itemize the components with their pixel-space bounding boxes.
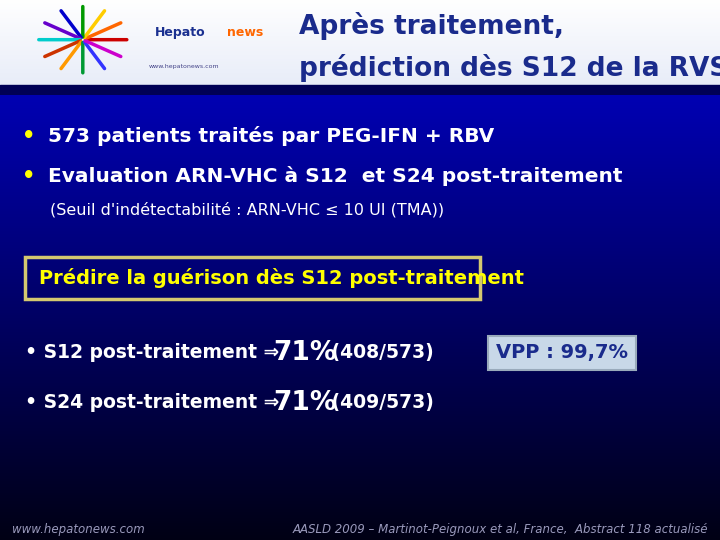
- Text: prédiction dès S12 de la RVS: prédiction dès S12 de la RVS: [299, 54, 720, 82]
- Text: • S24 post-traitement ⇒: • S24 post-traitement ⇒: [25, 393, 286, 412]
- Text: news: news: [227, 25, 263, 39]
- Text: (Seuil d'indétectabilité : ARN-VHC ≤ 10 UI (TMA)): (Seuil d'indétectabilité : ARN-VHC ≤ 10 …: [50, 202, 444, 217]
- Text: •: •: [22, 126, 35, 146]
- Text: • S12 post-traitement ⇒: • S12 post-traitement ⇒: [25, 343, 286, 362]
- Text: Hepato: Hepato: [155, 25, 205, 39]
- Text: www.hepatonews.com: www.hepatonews.com: [12, 523, 145, 537]
- Text: Evaluation ARN-VHC à S12  et S24 post-traitement: Evaluation ARN-VHC à S12 et S24 post-tra…: [48, 166, 623, 186]
- Text: 71%: 71%: [273, 389, 336, 415]
- Text: www.hepatonews.com: www.hepatonews.com: [148, 64, 219, 69]
- Text: Prédire la guérison dès S12 post-traitement: Prédire la guérison dès S12 post-traitem…: [39, 267, 524, 287]
- Text: Après traitement,: Après traitement,: [299, 11, 564, 39]
- Text: AASLD 2009 – Martinot-Peignoux et al, France,  Abstract 118 actualisé: AASLD 2009 – Martinot-Peignoux et al, Fr…: [292, 523, 708, 537]
- Text: 71%: 71%: [273, 340, 336, 366]
- Text: (408/573): (408/573): [325, 343, 433, 362]
- Text: (409/573): (409/573): [325, 393, 434, 412]
- Text: 573 patients traités par PEG-IFN + RBV: 573 patients traités par PEG-IFN + RBV: [48, 126, 494, 146]
- Text: •: •: [22, 166, 35, 186]
- FancyBboxPatch shape: [488, 335, 636, 369]
- Text: VPP : 99,7%: VPP : 99,7%: [496, 343, 628, 362]
